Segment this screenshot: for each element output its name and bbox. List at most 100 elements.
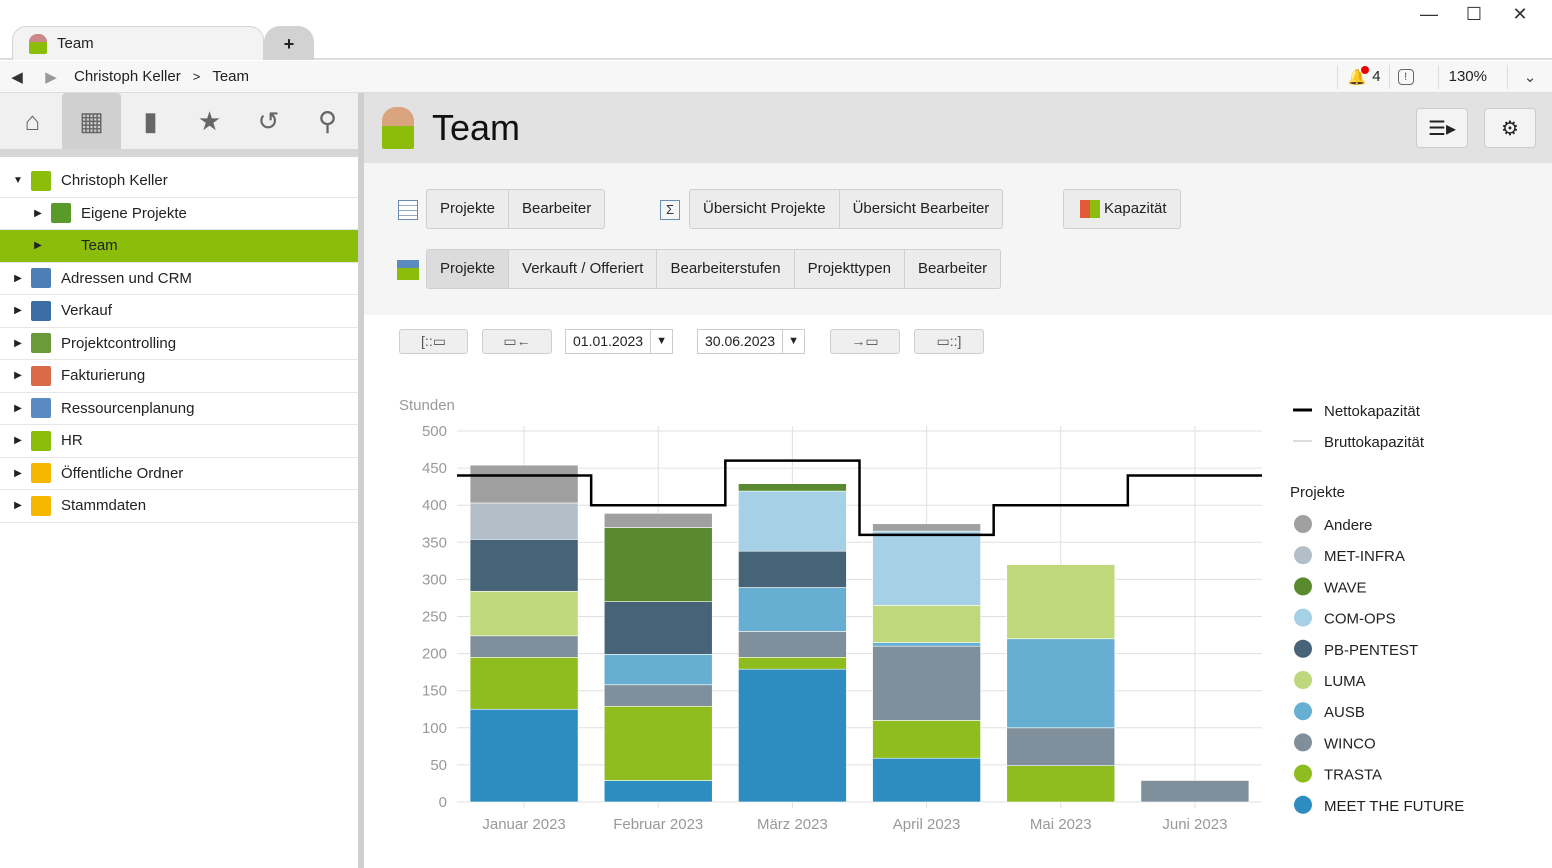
bar-segment-ausb xyxy=(1006,638,1116,729)
history-icon[interactable]: ↺ xyxy=(257,105,280,136)
sidebar-item-label: Projektcontrolling xyxy=(61,334,177,352)
table-projekte-button[interactable]: Projekte xyxy=(427,190,510,228)
expand-end-button[interactable]: ▭::] xyxy=(914,329,984,354)
chart-bearbeiterstufen-tab[interactable]: Bearbeiterstufen xyxy=(657,250,795,288)
notification-count: 4 xyxy=(1372,68,1381,85)
bar-segment-meet-the-future xyxy=(603,780,713,803)
legend-swatch xyxy=(1294,546,1312,565)
table-bearbeiter-button[interactable]: Bearbeiter xyxy=(522,200,592,217)
sidebar-item-label: HR xyxy=(61,432,83,450)
caret-right-icon[interactable]: ▶ xyxy=(14,500,22,512)
maximize-button[interactable]: ☐ xyxy=(1465,4,1483,24)
panel-toggle-button[interactable]: ☰▸ xyxy=(1416,108,1468,148)
calendar-icon[interactable]: ▦ xyxy=(62,93,121,149)
bar-segment-andere xyxy=(872,523,981,532)
caret-right-icon[interactable]: ▶ xyxy=(34,240,42,252)
alert-icon[interactable]: ! xyxy=(1397,68,1414,85)
sidebar-item[interactable]: ▶ Eigene Projekte xyxy=(0,198,358,230)
caret-right-icon[interactable]: ▶ xyxy=(14,272,22,284)
back-icon[interactable]: ◀ xyxy=(11,68,23,86)
bar-segment-meet-the-future xyxy=(738,668,847,803)
sidebar-item[interactable]: ▶ Projektcontrolling xyxy=(0,328,358,360)
breadcrumb-item[interactable]: Team xyxy=(212,68,249,85)
folder-icon xyxy=(31,398,51,419)
forward-icon[interactable]: ▶ xyxy=(45,68,57,86)
sidebar-item[interactable]: ▶ Team xyxy=(0,230,358,263)
legend-label: WAVE xyxy=(1324,579,1367,596)
bar-segment-com-ops xyxy=(872,530,981,606)
notification-bell-icon[interactable]: 🔔 xyxy=(1348,65,1370,86)
legend-swatch xyxy=(1294,702,1312,721)
zoom-level[interactable]: 130% xyxy=(1448,68,1487,85)
chevron-down-icon[interactable]: ▼ xyxy=(650,330,672,353)
sidebar-item[interactable]: ▶ Öffentliche Ordner xyxy=(0,458,358,490)
tab-team[interactable]: Team xyxy=(12,26,264,60)
bar-segment-trasta xyxy=(469,657,579,710)
search-icon[interactable]: ⚲ xyxy=(317,105,338,136)
legend-label: Bruttokapazität xyxy=(1324,434,1425,451)
x-tick-label: April 2023 xyxy=(893,816,961,833)
bar-segment-ausb xyxy=(603,654,713,686)
table-view-group: Projekte Bearbeiter xyxy=(426,189,606,229)
caret-down-icon[interactable]: ▼ xyxy=(13,175,23,187)
sidebar-item[interactable]: ▶ HR xyxy=(0,425,358,458)
chart-view-group: Projekte Verkauft / Offeriert Bearbeiter… xyxy=(426,249,1002,289)
team-icon xyxy=(382,107,414,149)
shift-forward-button[interactable]: →▭ xyxy=(830,329,900,354)
chevron-down-icon[interactable]: ▼ xyxy=(782,330,804,353)
sidebar-item[interactable]: ▶ Adressen und CRM xyxy=(0,263,358,295)
bar-segment-ausb xyxy=(738,587,847,632)
toolbar-area: Projekte Bearbeiter Σ Übersicht Projekte… xyxy=(364,163,1552,315)
legend-label: PB-PENTEST xyxy=(1324,642,1418,659)
chart-projekttypen-tab[interactable]: Projekttypen xyxy=(795,250,905,288)
y-tick-label: 450 xyxy=(422,460,447,477)
caret-right-icon[interactable]: ▶ xyxy=(34,207,42,219)
settings-gear-icon[interactable]: ⚙ xyxy=(1484,108,1536,148)
caret-right-icon[interactable]: ▶ xyxy=(14,467,22,479)
home-icon[interactable]: ⌂ xyxy=(24,105,41,136)
chart-projekte-tab[interactable]: Projekte xyxy=(427,250,510,288)
sidebar-item-label: Ressourcenplanung xyxy=(61,399,195,417)
sidebar-item[interactable]: ▶ Fakturierung xyxy=(0,360,358,393)
chart-icon xyxy=(397,260,419,280)
sidebar-item[interactable]: ▶ Ressourcenplanung xyxy=(0,393,358,425)
chart-verkauft-tab[interactable]: Verkauft / Offeriert xyxy=(509,250,658,288)
date-to-field[interactable]: 30.06.2023 ▼ xyxy=(697,329,806,354)
bar-segment-winco xyxy=(1140,780,1250,803)
overview-bearbeiter-button[interactable]: Übersicht Bearbeiter xyxy=(852,200,990,217)
date-from-field[interactable]: 01.01.2023 ▼ xyxy=(565,329,674,354)
star-icon[interactable]: ★ xyxy=(197,105,222,136)
sidebar-item-label: Fakturierung xyxy=(61,367,146,385)
legend-title: Projekte xyxy=(1290,484,1345,501)
sidebar-item[interactable]: ▶ Stammdaten xyxy=(0,490,358,523)
folder-icon xyxy=(31,300,51,321)
shift-back-button[interactable]: ▭← xyxy=(482,329,552,354)
bar-segment-trasta xyxy=(738,657,847,670)
bar-chart-icon[interactable]: ▮ xyxy=(143,105,158,136)
caret-right-icon[interactable]: ▶ xyxy=(14,305,22,317)
minimize-button[interactable]: — xyxy=(1420,4,1438,24)
y-tick-label: 100 xyxy=(422,720,447,737)
sidebar-item[interactable]: ▶ Verkauf xyxy=(0,295,358,328)
sidebar-splitter[interactable] xyxy=(358,93,364,868)
caret-right-icon[interactable]: ▶ xyxy=(14,435,22,447)
sidebar-item[interactable]: ▼ Christoph Keller xyxy=(0,165,358,198)
bar-segment-com-ops xyxy=(738,490,847,552)
caret-right-icon[interactable]: ▶ xyxy=(14,402,22,414)
folder-icon xyxy=(31,170,51,191)
breadcrumb-item[interactable]: Christoph Keller xyxy=(74,68,181,85)
new-tab-button[interactable]: + xyxy=(264,26,314,60)
chevron-down-icon[interactable]: ⌄ xyxy=(1523,68,1537,86)
y-tick-label: 500 xyxy=(422,423,447,440)
capacity-button[interactable]: Kapazität xyxy=(1063,189,1181,229)
bar-segment-pb-pentest xyxy=(469,539,579,592)
legend-swatch xyxy=(1294,639,1312,658)
caret-right-icon[interactable]: ▶ xyxy=(14,337,22,349)
y-tick-label: 0 xyxy=(439,794,447,811)
chart-bearbeiter-tab[interactable]: Bearbeiter xyxy=(917,260,988,277)
caret-right-icon[interactable]: ▶ xyxy=(14,370,22,382)
overview-projekte-button[interactable]: Übersicht Projekte xyxy=(690,190,840,228)
y-tick-label: 400 xyxy=(422,497,447,514)
expand-start-button[interactable]: [::▭ xyxy=(399,329,468,354)
close-button[interactable]: ✕ xyxy=(1512,4,1528,24)
